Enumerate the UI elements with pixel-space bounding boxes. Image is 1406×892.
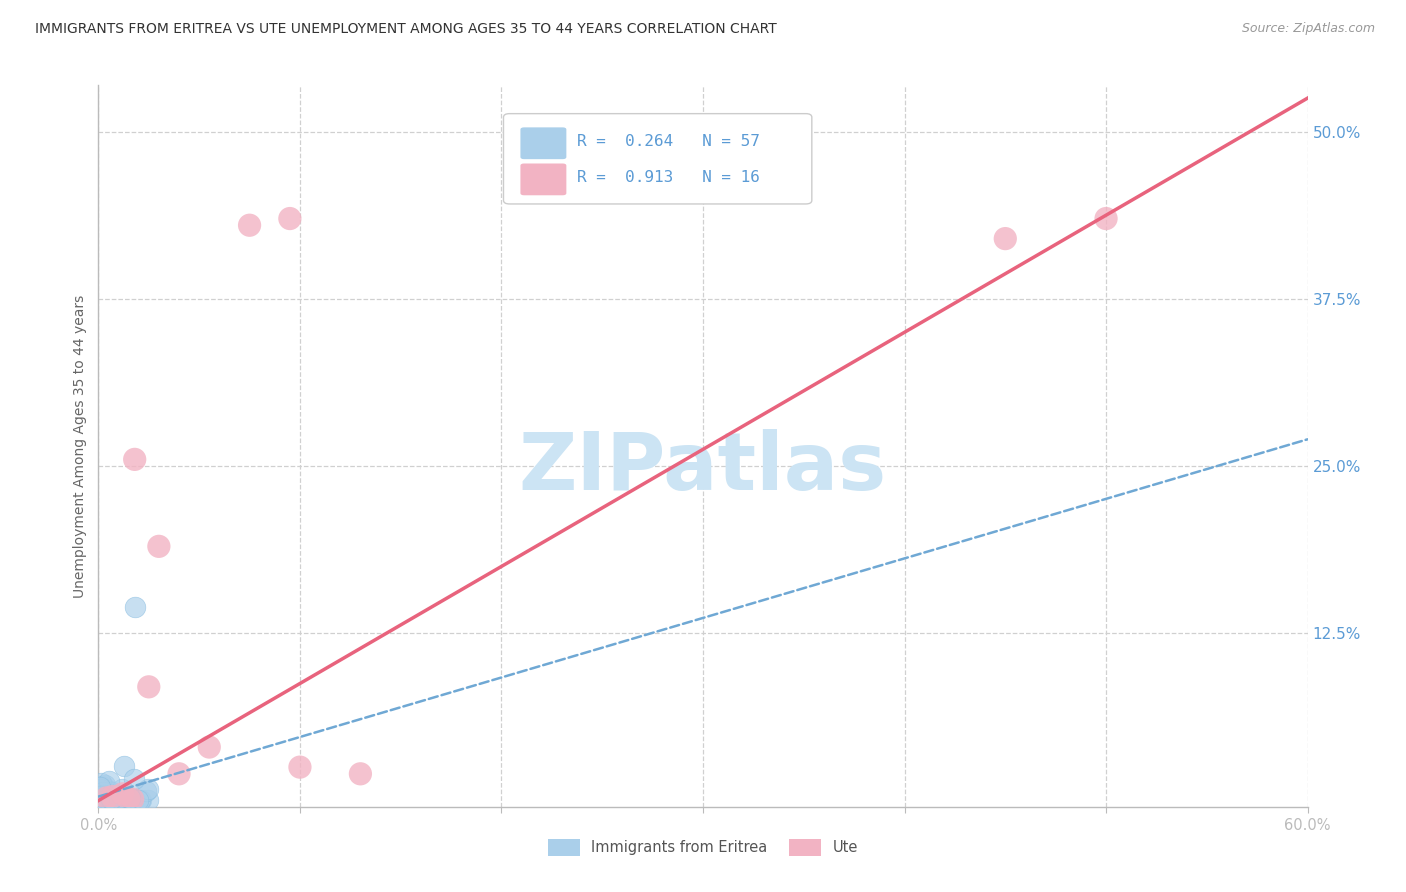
Point xyxy=(167,767,190,781)
Point xyxy=(91,785,114,799)
Point xyxy=(87,783,110,797)
Point xyxy=(278,211,301,226)
Point xyxy=(96,783,118,797)
FancyBboxPatch shape xyxy=(520,128,567,159)
Text: ZIPatlas: ZIPatlas xyxy=(519,429,887,507)
FancyBboxPatch shape xyxy=(520,163,567,195)
Point xyxy=(136,782,159,797)
Point xyxy=(349,767,371,781)
Point xyxy=(288,760,311,774)
Point xyxy=(94,778,117,792)
Point xyxy=(129,793,152,807)
Point xyxy=(96,786,118,800)
Point xyxy=(111,782,134,797)
Point xyxy=(103,790,125,805)
Point xyxy=(97,793,120,807)
Text: R =  0.264   N = 57: R = 0.264 N = 57 xyxy=(578,135,761,149)
Point xyxy=(111,787,134,801)
Point xyxy=(138,680,160,694)
Point xyxy=(198,740,221,755)
Point xyxy=(148,539,170,553)
Point xyxy=(89,789,111,803)
Point xyxy=(90,781,112,796)
Point xyxy=(100,790,122,805)
FancyBboxPatch shape xyxy=(503,113,811,204)
Point xyxy=(91,792,114,806)
Point xyxy=(124,772,146,787)
Point xyxy=(90,789,112,804)
Point xyxy=(90,780,112,794)
Point xyxy=(90,792,112,806)
Legend: Immigrants from Eritrea, Ute: Immigrants from Eritrea, Ute xyxy=(541,833,865,862)
Point xyxy=(104,792,127,806)
Point xyxy=(129,792,152,806)
Point xyxy=(90,776,112,790)
Point xyxy=(124,599,146,614)
Point xyxy=(105,790,128,805)
Point xyxy=(100,792,122,806)
Point xyxy=(121,792,143,806)
Point xyxy=(94,792,117,806)
Point xyxy=(96,788,118,802)
Point xyxy=(97,790,120,805)
Point xyxy=(97,774,120,789)
Point xyxy=(97,783,120,797)
Point xyxy=(120,790,142,805)
Point xyxy=(89,790,111,805)
Point xyxy=(239,219,262,233)
Text: IMMIGRANTS FROM ERITREA VS UTE UNEMPLOYMENT AMONG AGES 35 TO 44 YEARS CORRELATIO: IMMIGRANTS FROM ERITREA VS UTE UNEMPLOYM… xyxy=(35,22,778,37)
Point xyxy=(90,793,112,807)
Point xyxy=(108,791,131,805)
Point xyxy=(108,790,131,805)
Point xyxy=(1095,211,1118,226)
Point xyxy=(994,232,1017,246)
Point xyxy=(90,790,112,805)
Text: R =  0.913   N = 16: R = 0.913 N = 16 xyxy=(578,170,761,186)
Point xyxy=(100,785,122,799)
Point xyxy=(93,787,115,801)
Point xyxy=(100,787,122,801)
Point xyxy=(118,792,141,806)
Point xyxy=(98,791,121,805)
Point xyxy=(121,793,143,807)
Point xyxy=(112,758,135,772)
Point xyxy=(135,783,157,797)
Point xyxy=(87,792,110,806)
Y-axis label: Unemployment Among Ages 35 to 44 years: Unemployment Among Ages 35 to 44 years xyxy=(73,294,87,598)
Point xyxy=(100,793,122,807)
Point xyxy=(124,452,146,467)
Point xyxy=(87,780,110,795)
Point xyxy=(127,793,149,807)
Point xyxy=(89,789,111,803)
Point xyxy=(90,791,112,805)
Point xyxy=(96,791,118,805)
Point xyxy=(104,788,127,802)
Point xyxy=(89,781,111,796)
Point xyxy=(89,780,111,795)
Point xyxy=(93,788,115,802)
Point xyxy=(101,789,124,804)
Point xyxy=(115,791,138,805)
Point xyxy=(136,793,159,807)
Point xyxy=(91,781,114,796)
Point xyxy=(93,780,115,794)
Text: Source: ZipAtlas.com: Source: ZipAtlas.com xyxy=(1241,22,1375,36)
Point xyxy=(90,793,112,807)
